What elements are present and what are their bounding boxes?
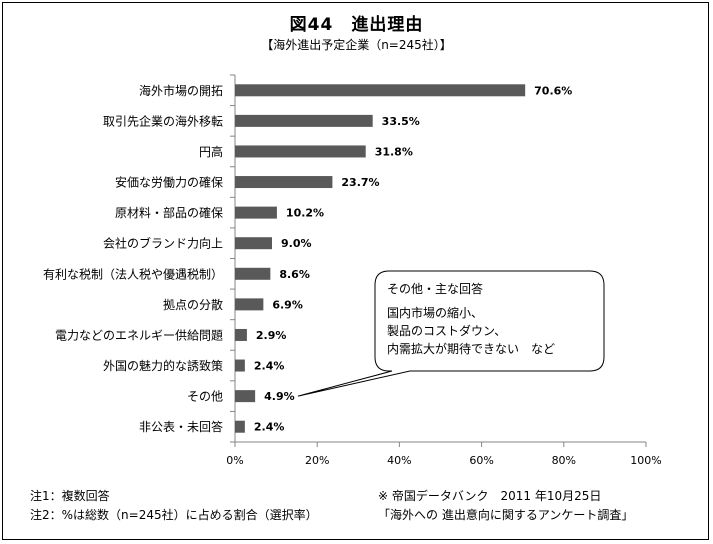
value-label: 9.0% (281, 237, 312, 250)
source-line-2: 「海外への 進出意向に関するアンケート調査」 (378, 508, 634, 522)
callout-bubble (297, 270, 605, 397)
note-2: 注2：%は総数（n=245社）に占める割合（選択率） (30, 508, 318, 522)
bar (235, 206, 277, 219)
value-label: 33.5% (382, 115, 420, 128)
x-tick-label: 40% (387, 454, 411, 467)
note-1: 注1：複数回答 (30, 489, 110, 503)
callout-heading: その他・主な回答 (387, 282, 484, 296)
category-label: 有利な税制（法人税や優遇税制） (43, 267, 223, 281)
value-label: 2.4% (254, 360, 285, 373)
bar (235, 145, 366, 158)
value-label: 2.9% (256, 329, 287, 342)
bar (235, 176, 333, 189)
value-label: 6.9% (272, 298, 303, 311)
category-label: 安価な労働力の確保 (115, 175, 223, 190)
bar (235, 114, 373, 127)
x-tick-label: 60% (469, 454, 493, 467)
category-label: 電力などのエネルギー供給問題 (55, 328, 223, 342)
value-label: 4.9% (264, 390, 295, 403)
x-tick-label: 20% (305, 454, 329, 467)
bar (235, 84, 526, 97)
category-label: 拠点の分散 (163, 297, 223, 312)
bar (235, 298, 264, 311)
category-label: 会社のブランド力向上 (103, 236, 223, 251)
value-label: 2.4% (254, 421, 285, 434)
category-label: 海外市場の開拓 (139, 83, 223, 98)
value-label: 10.2% (286, 207, 324, 220)
value-label: 23.7% (341, 176, 379, 189)
category-label: 外国の魅力的な誘致策 (103, 358, 223, 373)
x-tick-label: 0% (226, 454, 243, 467)
bar (235, 420, 245, 433)
chart-title: 図44 進出理由 (289, 15, 424, 35)
bar (235, 237, 272, 250)
bar (235, 328, 247, 341)
value-label: 8.6% (279, 268, 310, 281)
callout-text: その他・主な回答 国内市場の縮小、 製品のコストダウン、 内需拡大が期待できない… (387, 280, 555, 358)
x-tick-label: 80% (552, 454, 576, 467)
value-label: 70.6% (534, 84, 572, 97)
callout-line: 製品のコストダウン、 (387, 324, 507, 338)
callout-line: 国内市場の縮小、 (387, 306, 484, 320)
chart-subtitle: 【海外進出予定企業（n=245社）】 (261, 38, 452, 52)
category-label: 原材料・部品の確保 (115, 205, 223, 220)
category-label: 取引先企業の海外移転 (103, 113, 223, 128)
source-line-1: ※ 帝国データバンク 2011 年10月25日 (378, 489, 602, 503)
category-label: その他 (187, 390, 223, 404)
category-label: 非公表・未回答 (139, 419, 223, 434)
bar (235, 267, 271, 280)
value-label: 31.8% (375, 145, 413, 158)
callout-line: 内需拡大が期待できない など (387, 342, 556, 356)
bar (235, 359, 245, 372)
x-tick-label: 100% (630, 454, 661, 467)
bar (235, 390, 256, 403)
category-label: 円高 (199, 144, 223, 159)
